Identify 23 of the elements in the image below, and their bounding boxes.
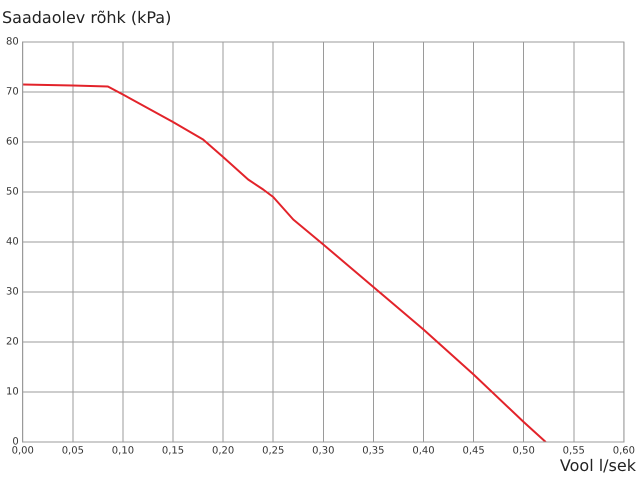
y-tick-label: 70 [6,86,19,98]
y-tick-label: 40 [6,236,19,248]
x-tick-label: 0,55 [562,446,585,457]
y-tick-label: 60 [6,136,19,148]
y-tick-label: 80 [6,36,19,48]
x-tick-label: 0,00 [12,446,34,457]
x-axis-title: Vool l/sek [560,456,636,475]
x-tick-label: 0,20 [212,446,234,457]
x-tick-label: 0,35 [362,446,385,457]
x-tick-label: 0,50 [512,446,535,457]
y-axis-title: Saadaolev rõhk (kPa) [2,8,172,27]
x-tick-label: 0,40 [412,446,435,457]
x-tick-label: 0,25 [262,446,284,457]
y-tick-label: 30 [6,286,19,298]
x-tick-label: 0,15 [162,446,184,457]
x-tick-label: 0,45 [462,446,485,457]
y-tick-label: 10 [6,386,19,398]
y-tick-label: 20 [6,336,19,348]
x-tick-label: 0,05 [62,446,84,457]
x-tick-label: 0,30 [312,446,334,457]
x-tick-label: 0,60 [612,446,635,457]
y-tick-label: 50 [6,186,19,198]
x-tick-label: 0,10 [112,446,134,457]
